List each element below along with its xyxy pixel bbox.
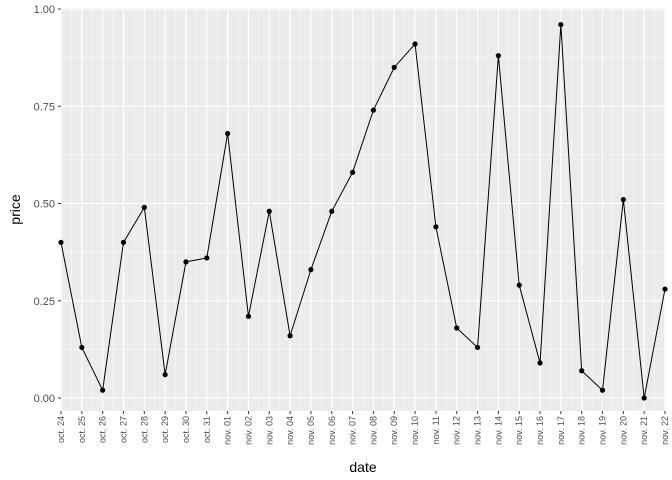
data-point [225, 130, 231, 137]
data-point [641, 395, 647, 401]
data-point [329, 208, 335, 214]
data-point [79, 344, 85, 351]
data-point [495, 53, 501, 59]
data-point [58, 239, 64, 245]
x-tick-label: nov. 14 [493, 416, 503, 445]
x-tick-label: nov. 03 [264, 416, 274, 445]
data-point [245, 313, 252, 319]
data-point [287, 333, 293, 339]
data-point [349, 169, 356, 175]
major-gridlines [60, 8, 666, 411]
data-point [537, 360, 543, 366]
x-tick-label: nov. 07 [348, 416, 358, 445]
x-tick-label: nov. 01 [223, 416, 233, 445]
x-tick-label: oct. 25 [77, 416, 87, 443]
x-tick-label: oct. 30 [181, 416, 191, 443]
x-tick-label: nov. 21 [639, 416, 649, 445]
minor-gridlines [61, 8, 665, 411]
x-tick-label: oct. 27 [118, 416, 128, 443]
data-point [162, 372, 168, 378]
data-point [141, 204, 147, 210]
x-tick-label: nov. 22 [660, 416, 670, 445]
x-tick-label: oct. 29 [160, 416, 170, 443]
y-tick-label: 0.50 [34, 199, 55, 211]
x-tick-label: nov. 06 [327, 416, 337, 445]
data-point [266, 208, 272, 214]
data-point [516, 282, 522, 288]
x-tick-label: nov. 11 [431, 416, 441, 444]
x-tick-label: nov. 13 [473, 416, 483, 445]
data-point [183, 259, 189, 265]
data-point [558, 21, 564, 28]
data-point [204, 255, 210, 261]
x-tick-label: nov. 15 [514, 416, 524, 445]
x-tick-label: nov. 17 [556, 416, 566, 445]
data-point [454, 325, 460, 331]
x-tick-label: nov. 05 [306, 416, 316, 445]
y-tick-label: 1.00 [34, 4, 55, 16]
x-tick-label: oct. 24 [56, 416, 66, 443]
x-tick-label: nov. 10 [410, 416, 420, 445]
x-tick-label: nov. 02 [243, 416, 253, 445]
data-point [474, 344, 481, 351]
y-tick-label: 0.00 [34, 393, 55, 405]
y-tick-label: 0.75 [34, 101, 55, 113]
data-point [308, 267, 314, 273]
x-tick-label: nov. 16 [535, 416, 545, 445]
y-axis: 0.00 0.25 0.50 0.75 1.00 [34, 4, 61, 405]
x-tick-label: nov. 20 [618, 416, 628, 445]
x-tick-label: oct. 28 [139, 416, 149, 443]
data-point [433, 224, 439, 230]
data-point [579, 368, 585, 374]
x-tick-label: nov. 04 [285, 416, 295, 445]
x-tick-label: nov. 09 [389, 416, 399, 445]
data-point [370, 107, 377, 113]
data-point [620, 197, 626, 203]
data-point [120, 239, 127, 245]
x-tick-label: nov. 12 [452, 416, 462, 445]
y-tick-label: 0.25 [34, 296, 55, 308]
data-points [58, 21, 668, 401]
x-tick-label: nov. 18 [577, 416, 587, 445]
x-tick-label: oct. 31 [202, 416, 212, 443]
x-tick-label: nov. 08 [368, 416, 378, 445]
x-tick-label: oct. 26 [98, 416, 108, 443]
price-series-line [60, 24, 666, 399]
data-point [662, 286, 668, 292]
data-point [391, 64, 397, 70]
data-point [100, 387, 106, 393]
data-point [412, 41, 418, 47]
data-point [599, 387, 606, 393]
x-tick-label: nov. 19 [598, 416, 608, 445]
x-axis: oct. 24 oct. 25 oct. 26 oct. 27 oct. 28 oct. … [56, 411, 670, 445]
y-axis-title: price [7, 194, 23, 225]
x-axis-title: date [349, 459, 376, 475]
